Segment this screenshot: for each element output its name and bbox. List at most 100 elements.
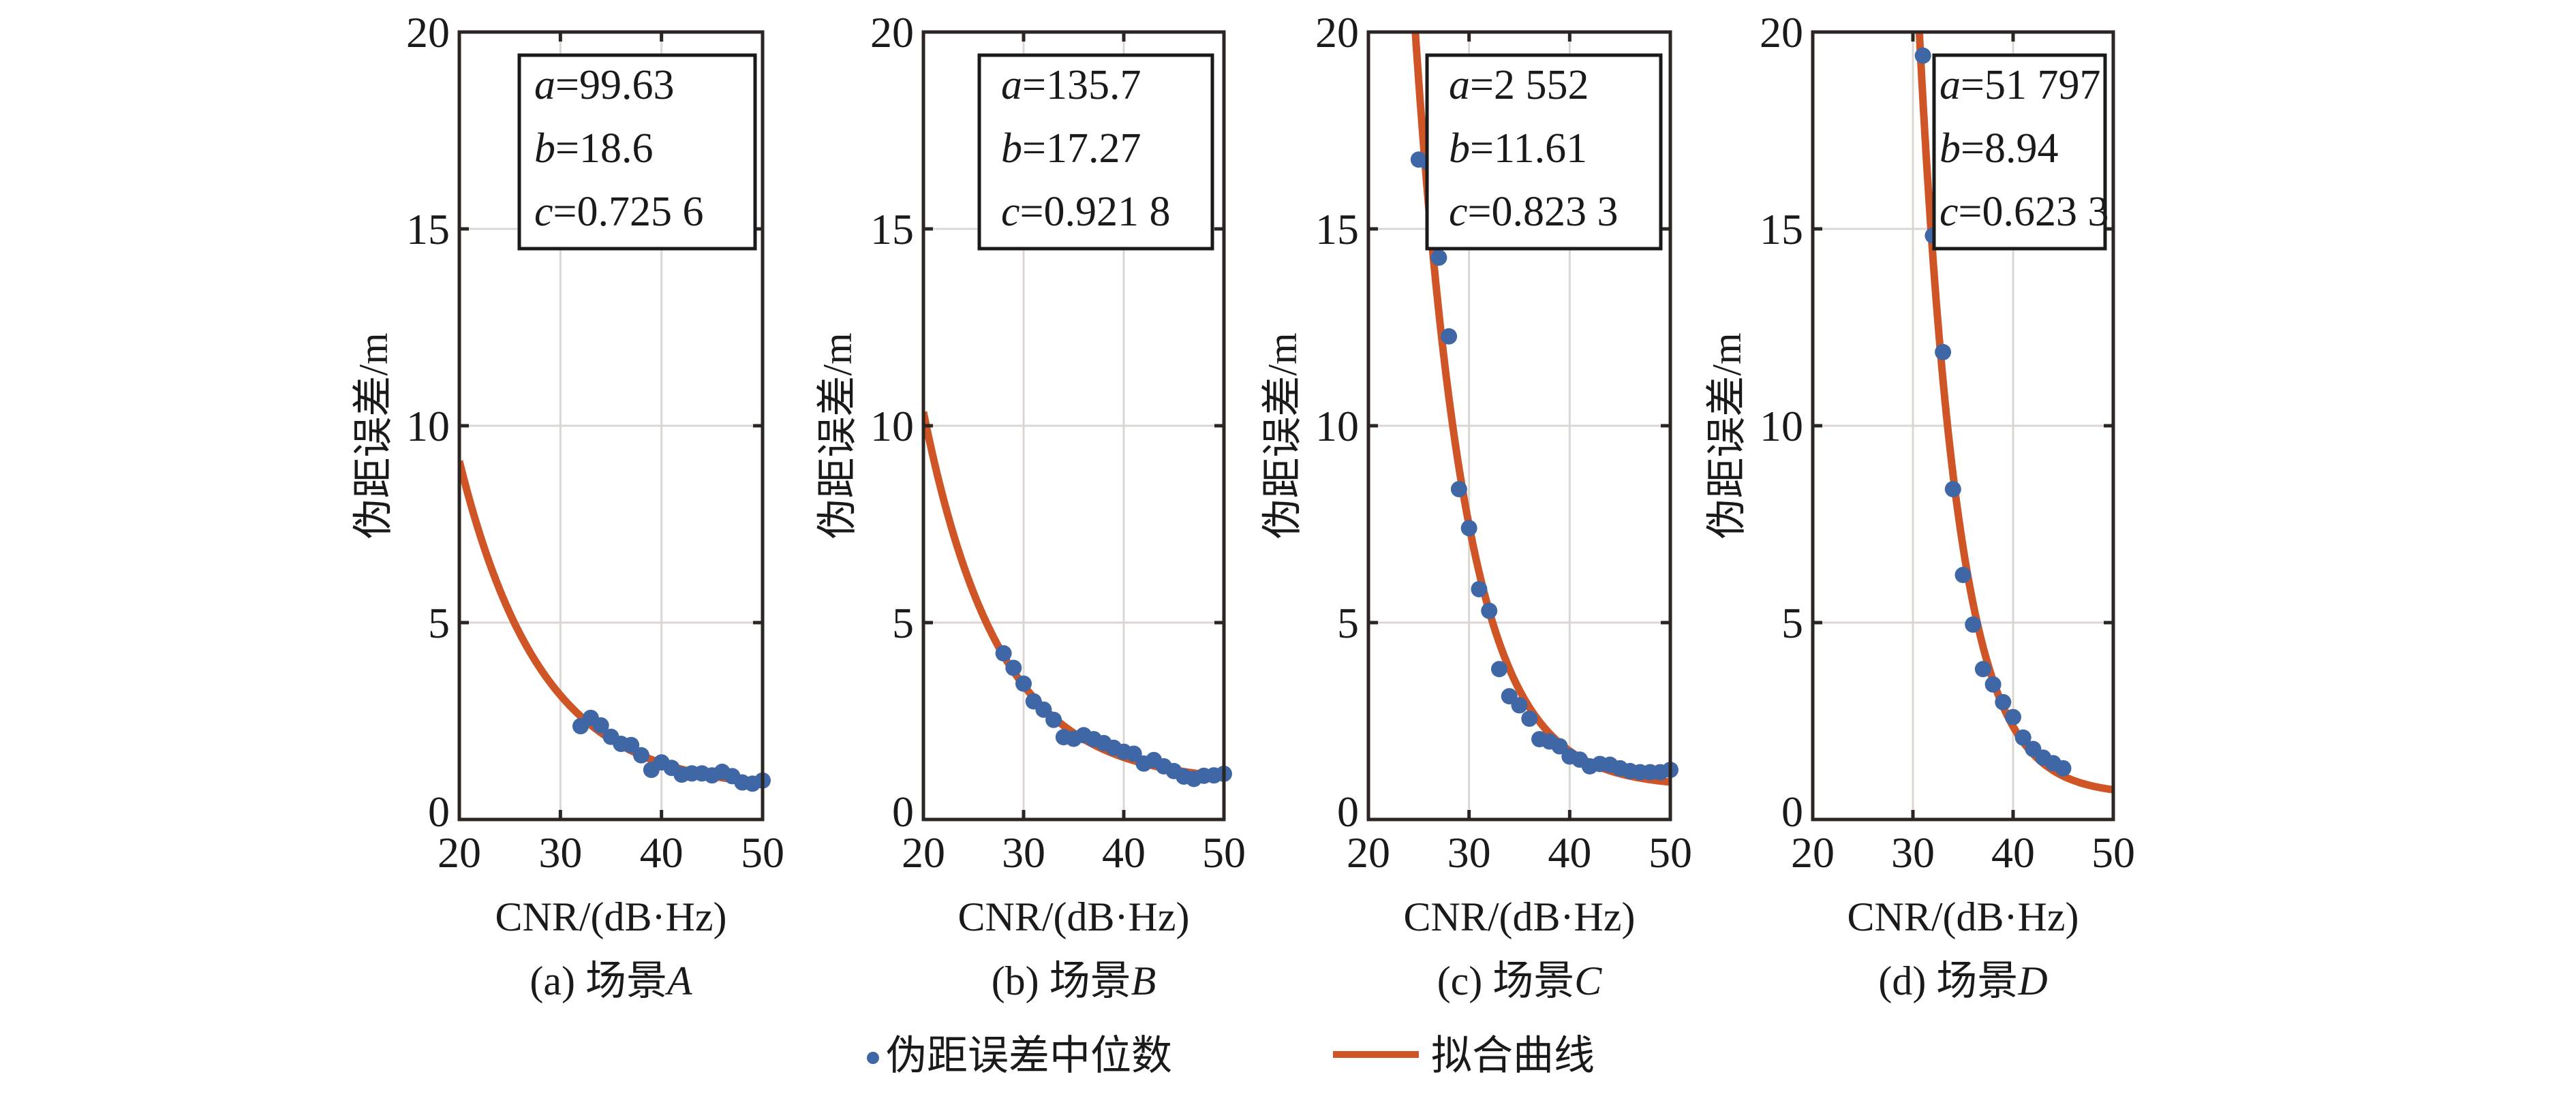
y-tick-label: 10 [870, 402, 914, 450]
panels: 20 30 40 50 0 5 10 15 20 伪距误差/m CNR/(dB·Hz) (a) 场景A… [351, 8, 2135, 1003]
scatter-series [995, 645, 1232, 787]
y-tick-label: 15 [870, 205, 914, 253]
data-point [1954, 567, 1972, 584]
param-a: a=99.63 [534, 62, 674, 108]
data-point [1471, 580, 1488, 597]
y-axis-label: 伪距误差/m [1704, 332, 1749, 539]
data-point [1511, 697, 1528, 714]
data-point [1935, 343, 1952, 360]
panel-caption: (a) 场景A [530, 958, 692, 1003]
fit-params-box: a=135.7b=17.27c=0.921 8 [977, 53, 1214, 251]
caption-prefix: (c) 场景 [1437, 958, 1575, 1003]
x-axis-label: CNR/(dB·Hz) [958, 894, 1190, 939]
data-point [1914, 47, 1931, 64]
y-tick-label: 20 [1760, 8, 1803, 57]
caption-prefix: (a) 场景 [530, 958, 667, 1003]
data-point [1995, 693, 2012, 710]
y-tick-label: 10 [406, 402, 450, 450]
y-tick-label: 0 [1337, 787, 1359, 836]
data-point [633, 747, 649, 764]
param-name: a [1001, 62, 1022, 108]
param-value: =135.7 [1022, 62, 1141, 108]
panel-caption: (d) 场景D [1878, 958, 2047, 1003]
y-tick-label: 20 [1315, 8, 1359, 57]
y-axis-label: 伪距误差/m [351, 332, 396, 539]
x-tick-label: 20 [438, 828, 481, 877]
param-name: a [1449, 62, 1470, 108]
data-point [1045, 711, 1062, 728]
param-value: =8.94 [1961, 125, 2058, 172]
y-tick-label: 10 [1315, 402, 1359, 450]
y-tick-label: 5 [428, 599, 450, 647]
data-point [592, 717, 609, 734]
y-axis-label: 伪距误差/m [815, 332, 860, 539]
param-value: =0.823 3 [1468, 189, 1619, 235]
param-name: c [1001, 189, 1020, 235]
data-point [1441, 328, 1458, 345]
data-point [2055, 760, 2072, 777]
legend-marker-icon [867, 1052, 879, 1064]
param-c: c=0.725 6 [534, 189, 704, 235]
data-point [1460, 520, 1477, 537]
param-value: =17.27 [1022, 125, 1141, 172]
panel-a: 20 30 40 50 0 5 10 15 20 伪距误差/m CNR/(dB·Hz) (a) 场景A… [351, 8, 784, 1003]
data-point [1521, 710, 1538, 728]
param-b: b=18.6 [534, 125, 653, 172]
x-tick-label: 50 [1202, 828, 1246, 877]
x-tick-label: 30 [1447, 828, 1491, 877]
x-tick-label: 20 [902, 828, 945, 877]
scatter-series [1914, 47, 2072, 777]
y-axis-label: 伪距误差/m [1260, 332, 1305, 539]
x-tick-label: 20 [1791, 828, 1835, 877]
y-tick-label: 10 [1760, 402, 1803, 450]
x-tick-label: 50 [1649, 828, 1692, 877]
y-tick-label: 15 [1760, 205, 1803, 253]
data-point [1974, 661, 1991, 678]
fit-params-box: a=99.63b=18.6c=0.725 6 [517, 53, 757, 251]
y-tick-label: 15 [1315, 205, 1359, 253]
param-name: b [534, 125, 555, 172]
data-point [1481, 602, 1498, 619]
param-name: a [1939, 62, 1961, 108]
caption-prefix: (d) 场景 [1878, 958, 2018, 1003]
param-a: a=2 552 [1449, 62, 1589, 108]
x-tick-label: 40 [640, 828, 684, 877]
param-value: =11.61 [1470, 125, 1587, 172]
data-point [1944, 481, 1961, 498]
caption-scene-var: C [1574, 958, 1602, 1003]
data-point [1965, 616, 1982, 633]
param-name: b [1001, 125, 1022, 172]
x-tick-label: 40 [1548, 828, 1591, 877]
param-a: a=51 797 [1939, 62, 2100, 108]
params-box-frame [977, 53, 1214, 251]
param-value: =0.921 8 [1020, 189, 1171, 235]
data-point [1005, 659, 1022, 676]
y-tick-label: 5 [892, 599, 914, 647]
y-tick-label: 20 [406, 8, 450, 57]
x-tick-label: 30 [538, 828, 582, 877]
legend-label-fit: 拟合曲线 [1431, 1033, 1595, 1078]
param-b: b=8.94 [1939, 125, 2058, 172]
param-value: =0.725 6 [553, 189, 704, 235]
data-point [995, 645, 1012, 662]
caption-scene-var: A [664, 958, 692, 1003]
data-point [2014, 729, 2031, 746]
data-point [1490, 661, 1507, 678]
x-tick-label: 40 [1991, 828, 2035, 877]
param-c: c=0.623 3 [1939, 189, 2109, 235]
x-tick-label: 50 [741, 828, 784, 877]
data-point [1035, 701, 1052, 718]
param-name: c [534, 189, 553, 235]
data-point [1984, 676, 2002, 693]
param-value: =51 797 [1961, 62, 2100, 108]
y-tick-label: 5 [1781, 599, 1803, 647]
param-value: =18.6 [555, 125, 653, 172]
x-axis-label: CNR/(dB·Hz) [1847, 894, 2079, 939]
fit-curve [923, 411, 1224, 781]
x-tick-label: 30 [1002, 828, 1045, 877]
caption-prefix: (b) 场景 [992, 958, 1131, 1003]
param-name: b [1939, 125, 1961, 172]
params-box-frame [517, 53, 757, 251]
param-b: b=17.27 [1001, 125, 1141, 172]
